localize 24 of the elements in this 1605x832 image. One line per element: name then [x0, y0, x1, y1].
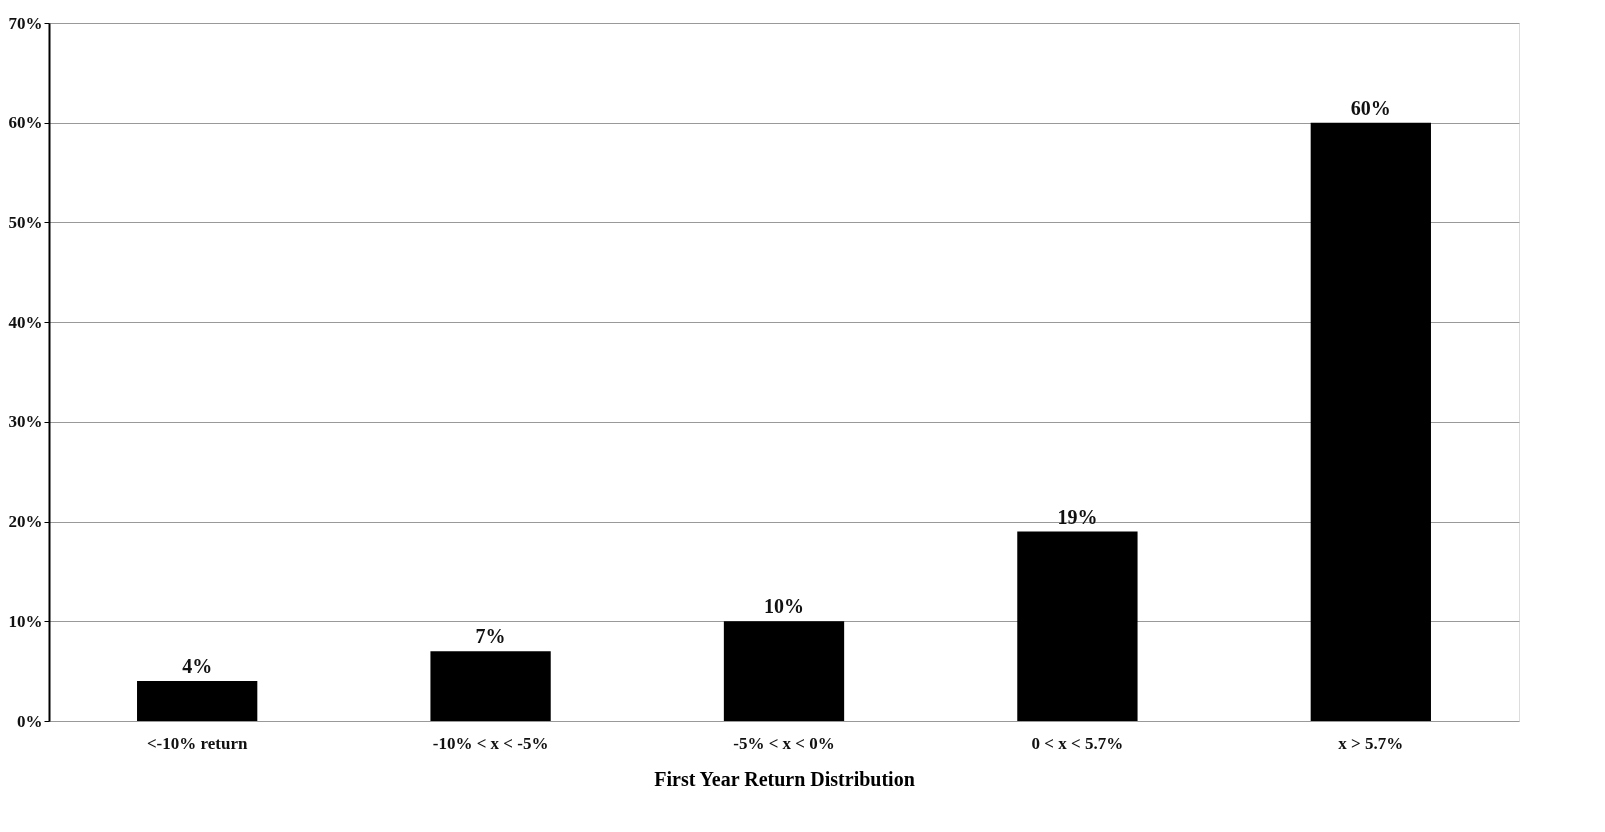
- y-tick-label: 30%: [8, 412, 43, 432]
- bar: [430, 651, 551, 721]
- x-axis-title: First Year Return Distribution: [654, 767, 915, 790]
- y-tick-label: 0%: [17, 711, 43, 731]
- y-tick-label: 20%: [8, 512, 43, 532]
- y-tick-label: 10%: [8, 611, 43, 631]
- y-tick-label: 50%: [8, 212, 43, 232]
- y-tick-label: 40%: [8, 312, 43, 332]
- bar: [1017, 531, 1138, 721]
- x-tick-label: -10% < x < -5%: [432, 733, 549, 753]
- bar: [137, 681, 258, 721]
- data-label: 60%: [1350, 96, 1391, 119]
- bar: [1310, 122, 1431, 721]
- data-label: 19%: [1057, 505, 1098, 528]
- data-label: 4%: [182, 655, 213, 678]
- y-tick-label: 70%: [8, 13, 43, 33]
- x-tick-label: x > 5.7%: [1338, 733, 1404, 753]
- x-tick-label: <-10% return: [146, 733, 248, 753]
- x-tick-label: -5% < x < 0%: [733, 733, 835, 753]
- data-label: 10%: [764, 595, 804, 618]
- bar: [723, 621, 845, 721]
- data-label: 7%: [475, 625, 506, 648]
- y-tick-label: 60%: [8, 113, 43, 133]
- x-tick-label: 0 < x < 5.7%: [1031, 733, 1124, 753]
